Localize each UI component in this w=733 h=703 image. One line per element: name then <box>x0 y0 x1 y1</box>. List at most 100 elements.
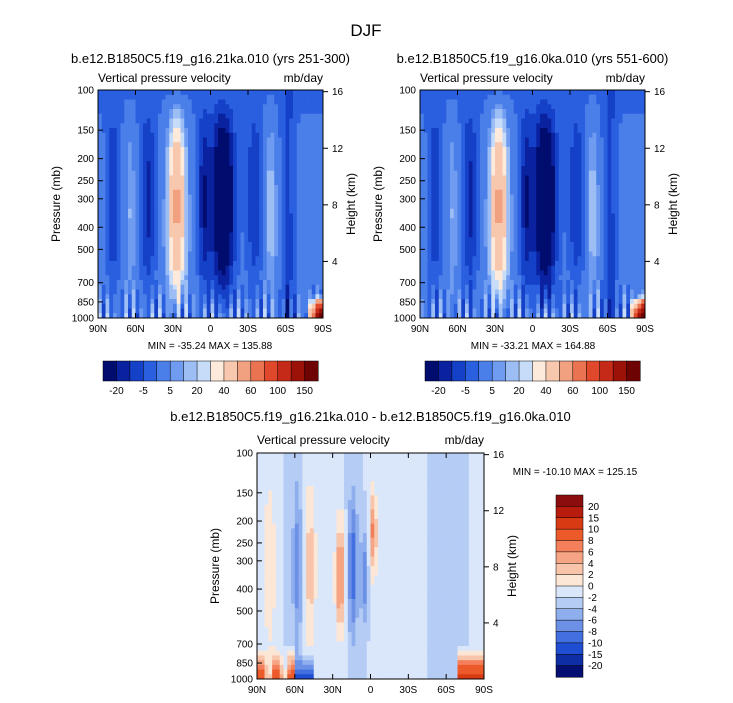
heatmap-cell <box>468 242 473 248</box>
heatmap-cell <box>188 180 193 186</box>
heatmap-cell <box>296 284 301 290</box>
heatmap-cell <box>281 299 286 305</box>
heatmap-cell <box>225 303 230 309</box>
heatmap-cell <box>120 137 125 143</box>
heatmap-cell <box>270 185 275 191</box>
heatmap-cell <box>487 109 492 115</box>
heatmap-cell <box>570 242 575 248</box>
heatmap-cell <box>472 223 477 229</box>
heatmap-cell <box>113 104 118 110</box>
heatmap-cell <box>165 128 170 134</box>
heatmap-cell <box>498 213 503 219</box>
heatmap-cell <box>255 94 260 100</box>
heatmap-cell <box>124 189 129 195</box>
heatmap-cell <box>113 113 118 119</box>
heatmap-cell <box>555 194 560 200</box>
heatmap-cell <box>641 137 646 143</box>
heatmap-cell <box>285 147 290 153</box>
heatmap-cell <box>453 189 458 195</box>
heatmap-cell <box>457 213 462 219</box>
heatmap-cell <box>296 151 301 157</box>
heatmap-cell <box>218 204 223 210</box>
heatmap-cell <box>165 227 170 233</box>
heatmap-cell <box>528 113 533 119</box>
heatmap-cell <box>566 123 571 129</box>
heatmap-cell <box>131 161 136 167</box>
heatmap-cell <box>289 151 294 157</box>
colorbar-swatch <box>237 360 252 382</box>
heatmap-cell <box>480 237 485 243</box>
heatmap-cell <box>431 232 436 238</box>
heatmap-cell <box>150 142 155 148</box>
heatmap-cell <box>176 208 181 214</box>
heatmap-cell <box>588 213 593 219</box>
heatmap-cell <box>453 232 458 238</box>
heatmap-cell <box>491 99 496 105</box>
heatmap-cell <box>577 208 582 214</box>
heatmap-cell <box>293 90 298 96</box>
heatmap-cell <box>206 289 211 295</box>
heatmap-cell <box>255 142 260 148</box>
heatmap-cell <box>131 175 136 181</box>
heatmap-cell <box>521 189 526 195</box>
heatmap-cell <box>476 223 481 229</box>
heatmap-cell <box>240 99 245 105</box>
heatmap-cell <box>221 275 226 281</box>
heatmap-cell <box>315 113 320 119</box>
heatmap-cell <box>476 90 481 96</box>
heatmap-cell <box>592 218 597 224</box>
heatmap-cell <box>543 128 548 134</box>
heatmap-cell <box>191 313 196 319</box>
heatmap-cell <box>109 303 114 309</box>
heatmap-cell <box>558 123 563 129</box>
heatmap-cell <box>210 242 215 248</box>
heatmap-cell <box>214 94 219 100</box>
heatmap-cell <box>255 261 260 267</box>
colorbar-label: -5 <box>139 386 148 397</box>
heatmap-cell <box>431 189 436 195</box>
heatmap-cell <box>266 208 271 214</box>
heatmap-cell <box>637 237 642 243</box>
heatmap-cell <box>483 237 488 243</box>
heatmap-cell <box>630 213 635 219</box>
heatmap-cell <box>626 90 631 96</box>
heatmap-cell <box>427 208 432 214</box>
heatmap-cell <box>502 242 507 248</box>
heatmap-cell <box>206 118 211 124</box>
heatmap-cell <box>199 275 204 281</box>
heatmap-cell <box>315 151 320 157</box>
heatmap-cell <box>221 237 226 243</box>
heatmap-cell <box>225 270 230 276</box>
heatmap-cell <box>158 237 163 243</box>
heatmap-cell <box>255 109 260 115</box>
heatmap-cell <box>184 90 189 96</box>
heatmap-cell <box>517 104 522 110</box>
heatmap-cell <box>188 142 193 148</box>
heatmap-cell <box>603 137 608 143</box>
heatmap-cell <box>304 308 309 314</box>
heatmap-cell <box>547 170 552 176</box>
heatmap-cell <box>248 199 253 205</box>
heatmap-cell <box>476 128 481 134</box>
heatmap-cell <box>308 180 313 186</box>
heatmap-cell <box>633 170 638 176</box>
heatmap-cell <box>566 142 571 148</box>
heatmap-cell <box>476 175 481 181</box>
heatmap-cell <box>266 280 271 286</box>
heatmap-cell <box>495 199 500 205</box>
heatmap-cell <box>483 99 488 105</box>
heatmap-cell <box>543 156 548 162</box>
heatmap-cell <box>263 123 268 129</box>
heatmap-cell <box>270 113 275 119</box>
heatmap-cell <box>161 142 166 148</box>
heatmap-cell <box>304 265 309 271</box>
heatmap-cell <box>161 237 166 243</box>
heatmap-cell <box>263 137 268 143</box>
heatmap-cell <box>588 204 593 210</box>
heatmap-cell <box>468 166 473 172</box>
heatmap-cell <box>251 289 256 295</box>
heatmap-cell <box>611 170 616 176</box>
heatmap-cell <box>128 132 133 138</box>
heatmap-cell <box>251 270 256 276</box>
heatmap-cell <box>304 161 309 167</box>
